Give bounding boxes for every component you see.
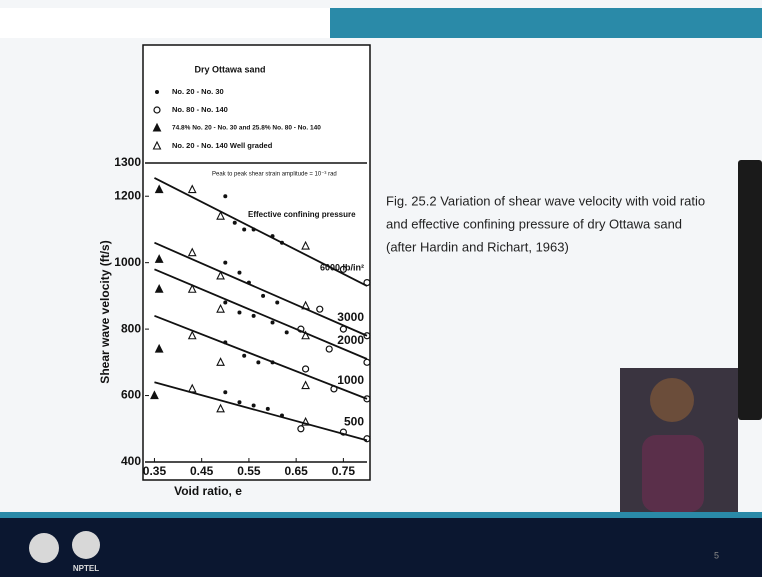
legend-label: No. 80 - No. 140 <box>172 105 228 114</box>
point <box>280 413 284 417</box>
x-tick-label: 0.75 <box>332 464 356 478</box>
x-tick-label: 0.65 <box>284 464 308 478</box>
y-tick-label: 800 <box>121 321 141 335</box>
point <box>252 314 256 318</box>
top-bar-left <box>0 8 330 38</box>
line-label: 3000 <box>337 310 364 324</box>
point <box>237 271 241 275</box>
annotation: Effective confining pressure <box>248 210 356 219</box>
caption-line: Fig. 25.2 Variation of shear wave veloci… <box>386 193 705 208</box>
point <box>271 234 275 238</box>
point <box>247 281 251 285</box>
point <box>223 194 227 198</box>
legend-label: 74.8% No. 20 - No. 30 and 25.8% No. 80 -… <box>172 125 321 132</box>
point <box>256 360 260 364</box>
point <box>252 227 256 231</box>
x-tick-label: 0.35 <box>143 464 167 478</box>
point <box>280 241 284 245</box>
point <box>271 360 275 364</box>
x-tick-label: 0.45 <box>190 464 214 478</box>
logo <box>29 533 59 563</box>
presenter-body <box>642 435 704 512</box>
y-tick-label: 1200 <box>114 188 141 202</box>
page-number: 5 <box>714 550 719 560</box>
bottom-bar <box>0 512 762 577</box>
point <box>266 407 270 411</box>
presenter-head <box>650 378 694 422</box>
point <box>237 311 241 315</box>
y-tick-label: 1000 <box>114 255 141 269</box>
x-axis-label: Void ratio, e <box>174 484 242 498</box>
x-tick-label: 0.55 <box>237 464 261 478</box>
point <box>252 404 256 408</box>
point <box>223 340 227 344</box>
annotation: Peak to peak shear strain amplitude = 10… <box>212 172 337 178</box>
slide: NPTEL 5 Dry Ottawa sand Void ratio, e Sh… <box>0 0 762 577</box>
y-axis-label: Shear wave velocity (ft/s) <box>98 240 112 383</box>
point <box>285 330 289 334</box>
point <box>237 400 241 404</box>
line-label: 2000 <box>337 333 364 347</box>
point <box>223 390 227 394</box>
y-tick-label: 1300 <box>114 155 141 169</box>
logo <box>72 531 100 559</box>
point <box>271 320 275 324</box>
point <box>242 227 246 231</box>
line-label: 500 <box>344 415 364 429</box>
legend-marker <box>155 90 159 94</box>
legend-label: No. 20 - No. 30 <box>172 87 224 96</box>
page: NPTEL 5 Dry Ottawa sand Void ratio, e Sh… <box>0 0 762 577</box>
caption-line: and effective confining pressure of dry … <box>386 216 682 231</box>
line-label: 1000 <box>337 373 364 387</box>
caption-line: (after Hardin and Richart, 1963) <box>386 239 569 254</box>
point <box>223 301 227 305</box>
y-tick-label: 400 <box>121 454 141 468</box>
point <box>223 261 227 265</box>
y-tick-label: 600 <box>121 388 141 402</box>
toolbar[interactable] <box>738 160 762 420</box>
legend-label: No. 20 - No. 140 Well graded <box>172 141 273 150</box>
bottom-stripe <box>0 512 762 518</box>
point <box>275 301 279 305</box>
point <box>233 221 237 225</box>
legend-title: Dry Ottawa sand <box>194 64 265 74</box>
logo-text: NPTEL <box>73 564 99 573</box>
point <box>261 294 265 298</box>
point <box>242 354 246 358</box>
